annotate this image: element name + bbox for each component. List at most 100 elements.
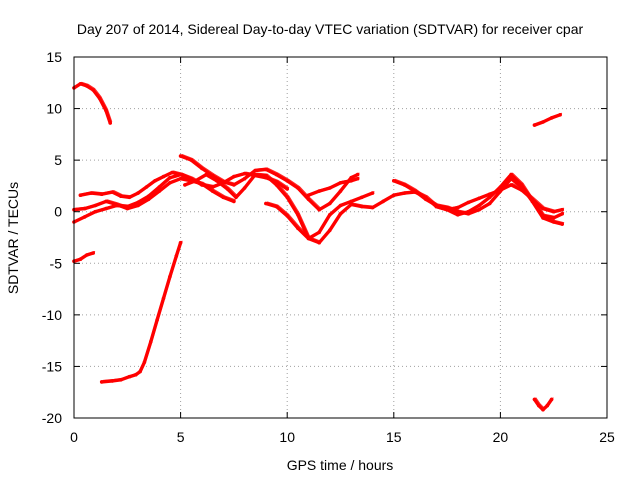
data-point [338, 203, 343, 208]
data-point [161, 174, 166, 179]
data-point [338, 189, 343, 193]
data-point [456, 213, 460, 217]
data-point [193, 179, 198, 183]
data-point [402, 183, 407, 187]
data-point [91, 88, 95, 92]
data-point [274, 204, 279, 209]
data-point [370, 205, 375, 210]
data-point [127, 195, 132, 200]
data-point [413, 189, 417, 193]
data-point [285, 214, 290, 218]
data-point [456, 205, 460, 210]
series-arc-3 [99, 240, 183, 384]
data-point [519, 183, 524, 187]
data-point [225, 187, 230, 191]
plot-frame [73, 56, 608, 419]
data-point [328, 186, 332, 190]
data-point [477, 203, 481, 208]
data-point [349, 202, 354, 207]
data-point [264, 173, 268, 178]
data-point [477, 196, 481, 201]
data-point [445, 207, 449, 212]
x-tick-label: 5 [177, 429, 185, 445]
x-tick-label: 15 [386, 429, 402, 445]
data-point [541, 206, 545, 211]
data-point [108, 121, 112, 125]
data-point [183, 183, 187, 187]
series-arc-9-texture [266, 191, 375, 238]
data-point [328, 228, 332, 233]
data-point [242, 186, 247, 190]
series-arc-3-texture [102, 240, 183, 381]
data-point [136, 191, 140, 195]
data-point [317, 207, 322, 212]
data-point [360, 204, 364, 209]
data-point [200, 182, 204, 186]
data-point [157, 185, 162, 189]
data-point [97, 96, 102, 101]
data-point [296, 226, 300, 230]
data-point [328, 201, 332, 206]
data-point [264, 167, 268, 172]
data-point [104, 199, 108, 204]
data-point [91, 251, 95, 255]
data-point [110, 379, 115, 383]
data-point [168, 274, 172, 279]
data-point [104, 206, 108, 211]
data-point [99, 380, 104, 384]
data-point [78, 193, 83, 197]
data-point [78, 82, 83, 86]
data-point [328, 213, 332, 217]
data-point [551, 209, 556, 214]
data-point [274, 183, 279, 187]
data-point [221, 195, 225, 200]
data-point [114, 202, 119, 207]
data-point [392, 193, 396, 197]
data-point [170, 170, 174, 175]
data-point [168, 181, 172, 185]
data-point [89, 191, 93, 195]
data-point [174, 254, 179, 258]
data-point [274, 172, 279, 177]
y-axis-label: SDTVAR / TECUs [5, 182, 21, 294]
data-point [285, 179, 290, 183]
data-point [136, 203, 140, 208]
data-point [85, 253, 89, 257]
data-point [253, 172, 257, 177]
data-point [93, 203, 98, 208]
data-point [155, 318, 159, 322]
data-point [349, 179, 354, 183]
data-point [466, 209, 471, 214]
data-point [200, 166, 204, 171]
series-arc-6-texture [81, 170, 192, 197]
data-point [349, 199, 354, 204]
y-tick-label: 10 [46, 101, 62, 117]
data-point [189, 158, 194, 162]
data-point [306, 236, 311, 241]
y-tick-label: 15 [46, 49, 62, 65]
series-arc-13 [532, 113, 562, 127]
data-point [466, 200, 471, 205]
data-series [72, 81, 565, 412]
data-point [138, 369, 142, 374]
data-point [338, 181, 343, 185]
data-point [296, 213, 300, 217]
series-arc-7-texture [181, 154, 360, 209]
series-arc-12-texture [437, 172, 565, 224]
x-tick-label: 20 [493, 429, 509, 445]
data-point [210, 189, 215, 193]
data-point [532, 397, 537, 402]
data-point [144, 185, 149, 189]
data-point [178, 154, 183, 158]
data-point [168, 175, 172, 180]
data-point [532, 123, 537, 127]
data-point [178, 172, 183, 177]
data-point [253, 168, 257, 173]
data-point [477, 207, 481, 212]
y-tick-label: -15 [42, 358, 62, 374]
data-point [509, 183, 513, 187]
data-point [537, 403, 541, 408]
data-point [232, 183, 236, 187]
data-point [234, 195, 238, 200]
